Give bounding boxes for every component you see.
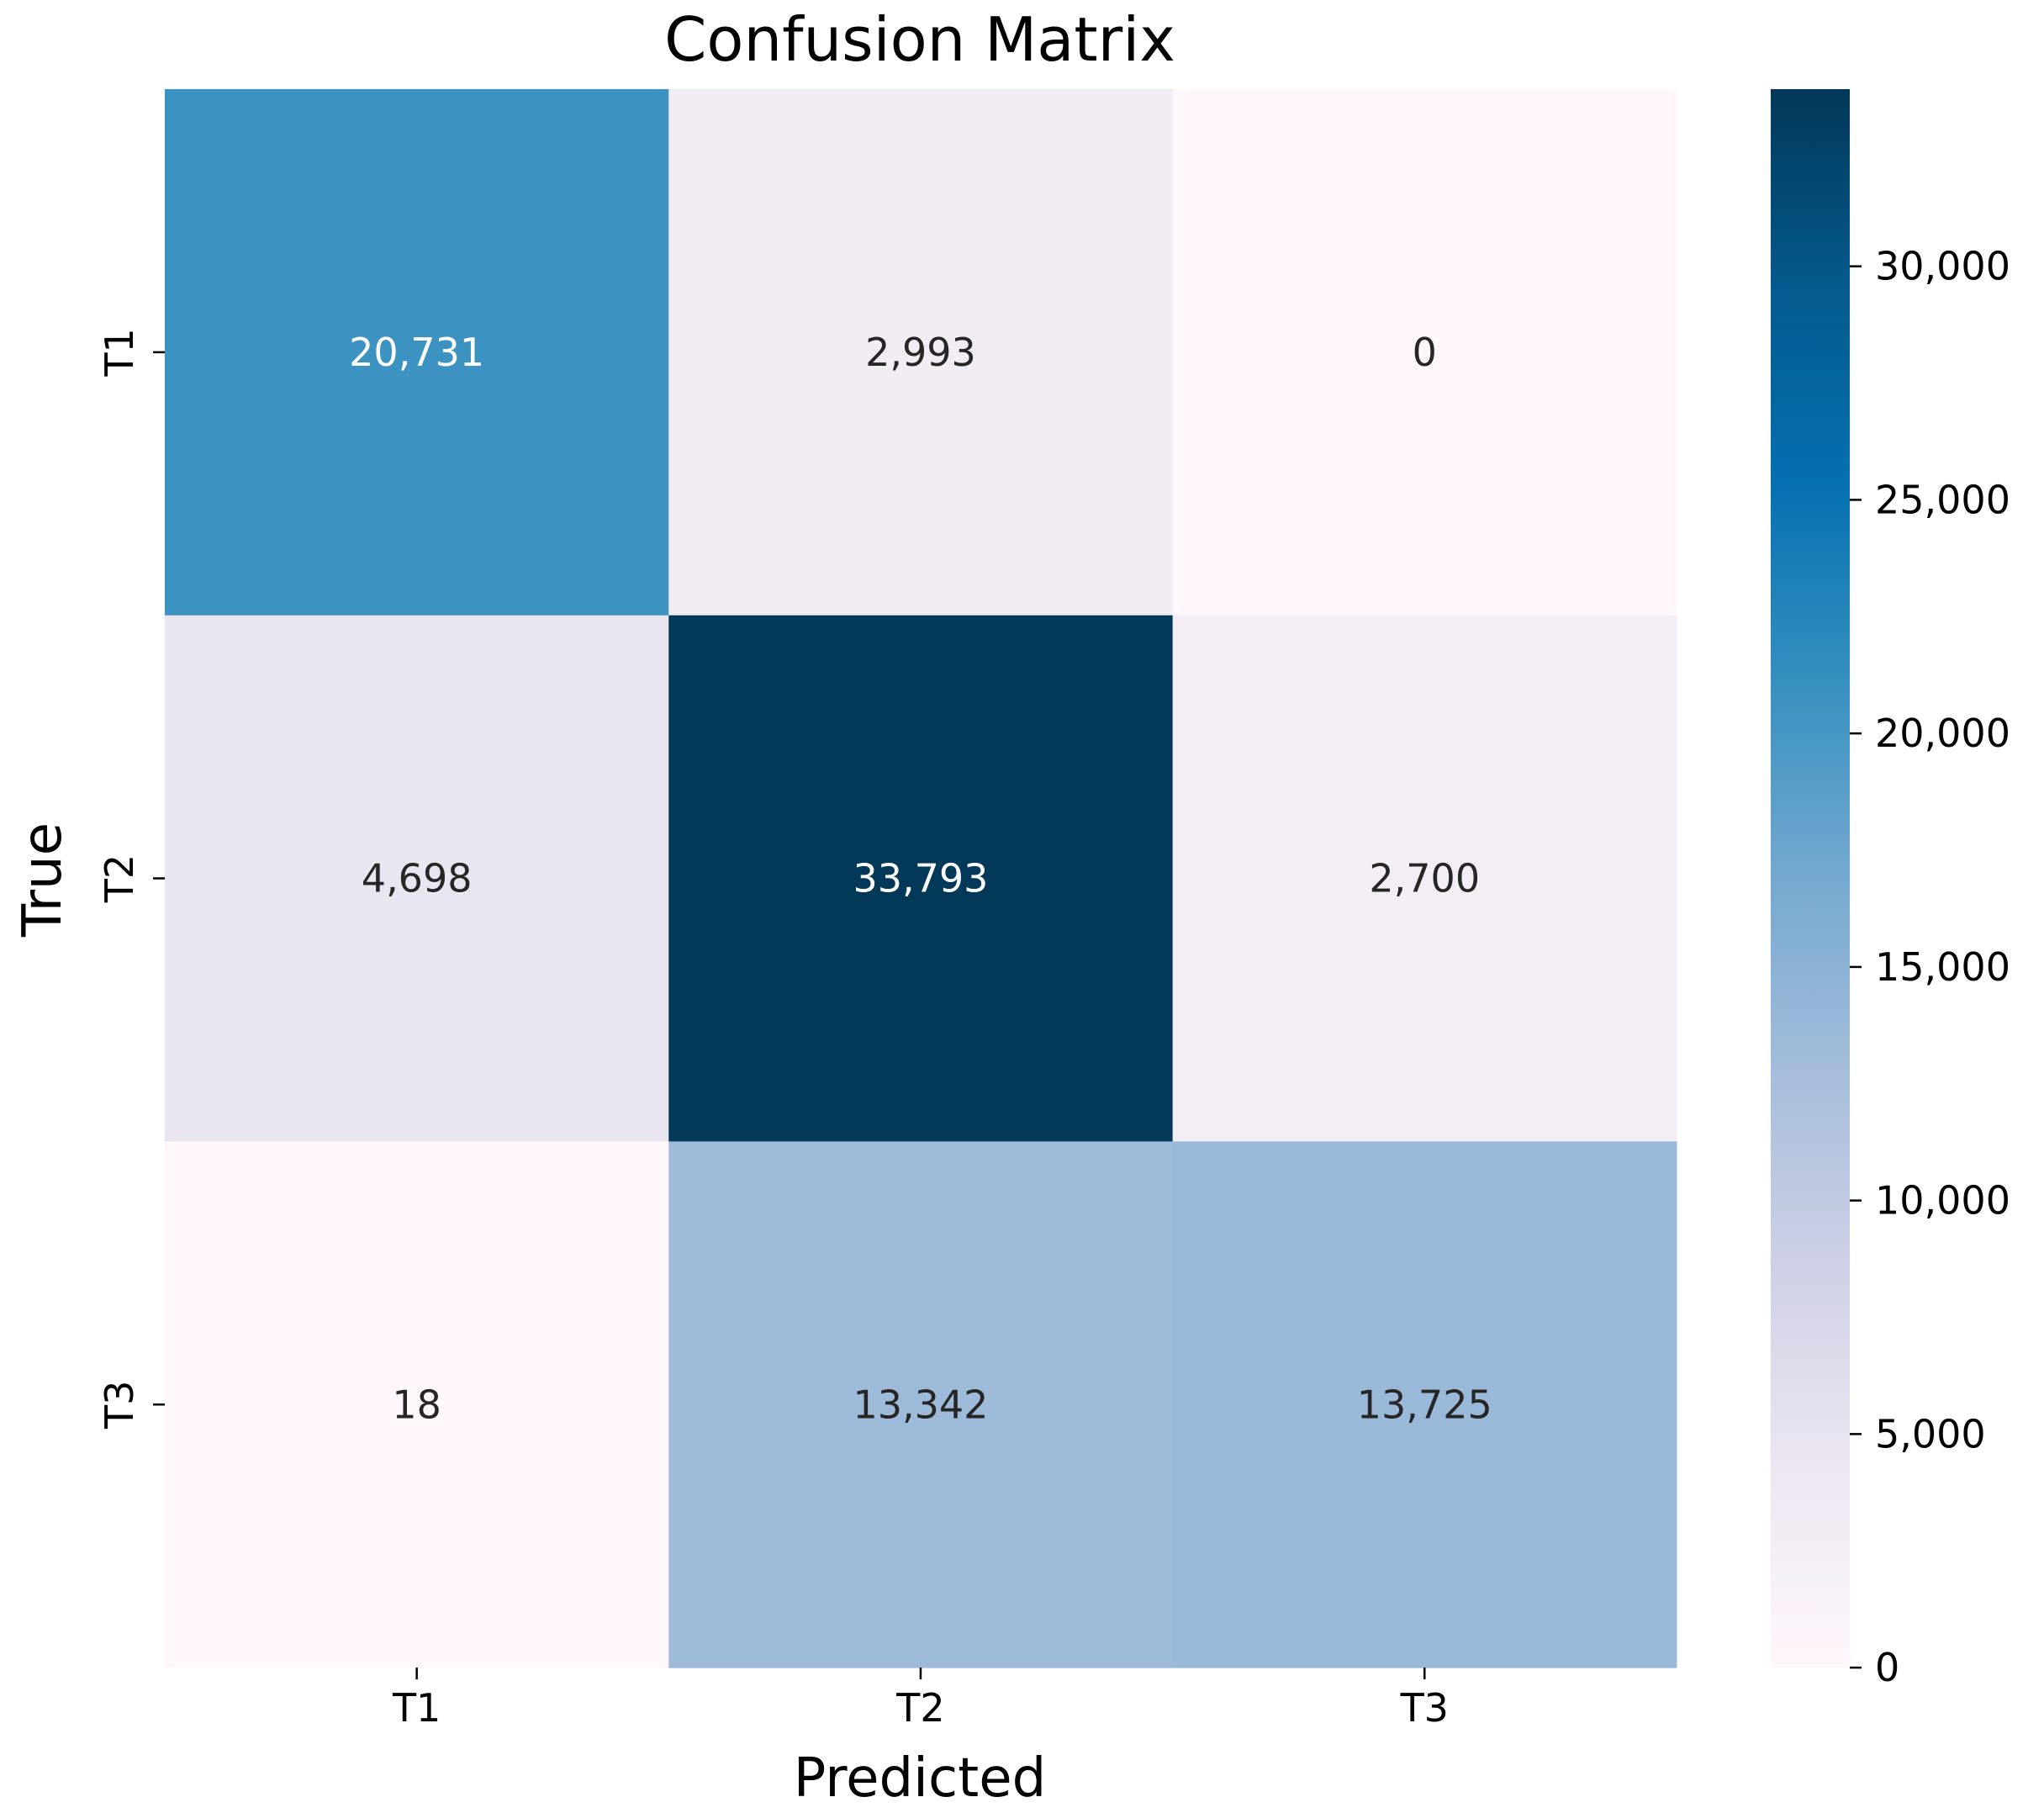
colorbar-tick-label: 20,000 <box>1875 711 2010 756</box>
x-axis-label: Predicted <box>794 1747 1046 1810</box>
cell-value-label: 33,793 <box>853 856 988 901</box>
colorbar: 0 5,000 10,000 15,000 20,000 25,000 30,000 <box>1771 89 2010 1690</box>
heatmap-cell-2-3 <box>1172 615 1677 1142</box>
x-axis-ticks: T1 T2 T3 <box>392 1668 1449 1731</box>
x-tick-label: T2 <box>895 1685 944 1731</box>
x-tick-label: T3 <box>1400 1685 1449 1731</box>
cell-value-label: 20,731 <box>349 330 484 375</box>
heatmap-cells: 20,731 2,993 0 4,698 33,793 2,700 18 13,342 13,7… <box>165 89 1677 1668</box>
colorbar-tick-label: 25,000 <box>1875 477 2010 522</box>
x-tick-label: T1 <box>392 1685 441 1731</box>
cell-value-label: 4,698 <box>362 856 473 901</box>
colorbar-tick-label: 15,000 <box>1875 944 2010 990</box>
cell-value-label: 0 <box>1413 330 1437 375</box>
heatmap-cell-1-1 <box>165 89 669 616</box>
colorbar-tick-label: 0 <box>1875 1645 1899 1690</box>
y-tick-label: T3 <box>97 1381 142 1430</box>
heatmap-cell-3-3 <box>1172 1141 1677 1668</box>
heatmap-cell-3-1 <box>165 1141 669 1668</box>
heatmap-cell-2-2 <box>668 615 1174 1142</box>
heatmap-cell-2-1 <box>165 615 669 1142</box>
cell-value-label: 18 <box>392 1382 441 1427</box>
colorbar-tick-label: 5,000 <box>1875 1411 1986 1456</box>
cell-value-label: 2,993 <box>865 330 976 375</box>
cell-value-label: 13,342 <box>853 1382 988 1427</box>
heatmap-cell-1-2 <box>668 89 1174 616</box>
cell-value-label: 2,700 <box>1369 856 1480 901</box>
heatmap-cell-3-2 <box>668 1141 1174 1668</box>
y-tick-label: T1 <box>97 328 142 377</box>
chart-title: Confusion Matrix <box>664 4 1175 75</box>
colorbar-gradient <box>1771 89 1850 1668</box>
y-axis-ticks: T1 T2 T3 <box>97 328 165 1430</box>
y-tick-label: T2 <box>97 854 142 903</box>
colorbar-tick-label: 30,000 <box>1875 244 2010 289</box>
heatmap-cell-1-3 <box>1172 89 1677 616</box>
colorbar-tick-label: 10,000 <box>1875 1178 2010 1224</box>
cell-value-label: 13,725 <box>1357 1382 1492 1427</box>
y-axis-label: True <box>12 822 74 938</box>
